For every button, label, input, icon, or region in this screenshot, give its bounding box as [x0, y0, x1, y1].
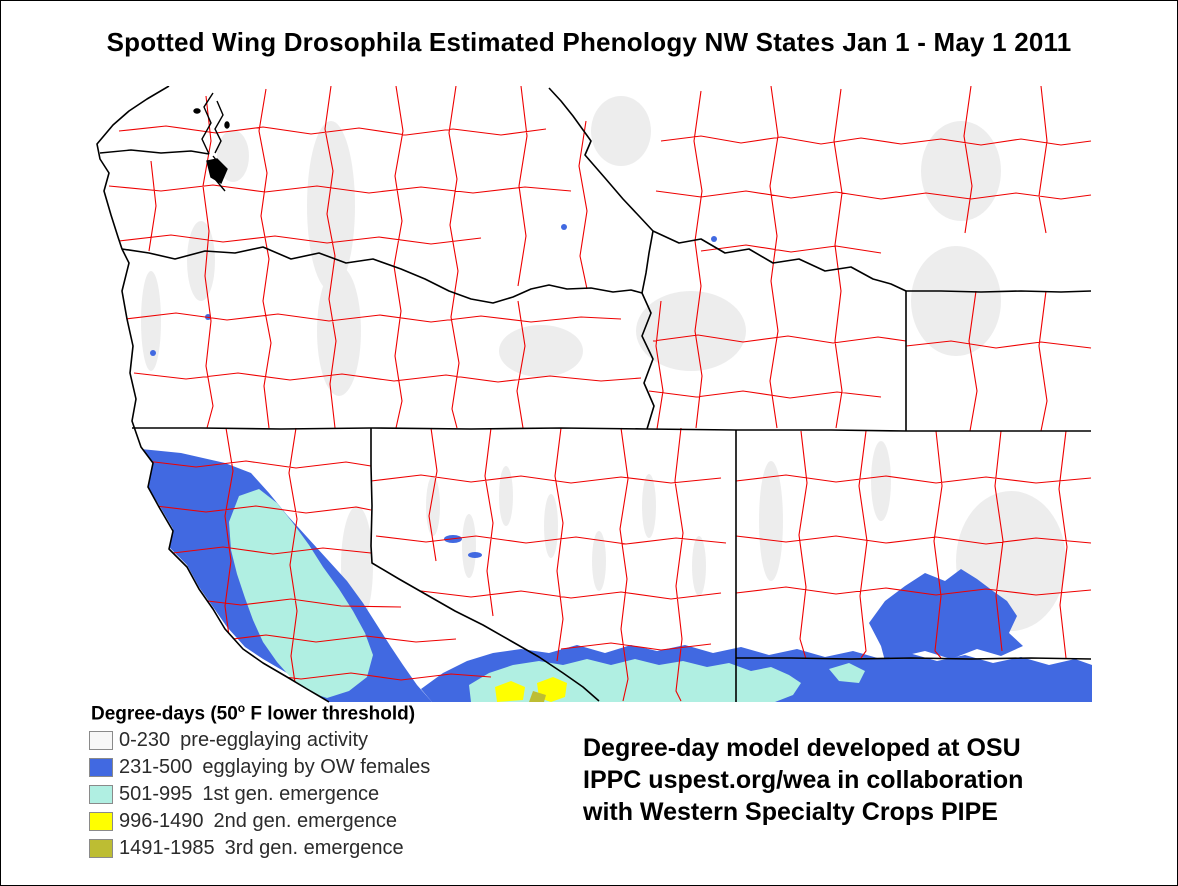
legend-range: 996-1490 [119, 810, 204, 833]
county-boundaries [108, 86, 1092, 702]
legend-item-3rd-gen: 1491-1985 3rd gen. emergence [89, 837, 430, 860]
legend-swatch [89, 731, 113, 751]
degree-symbol: o [237, 701, 246, 715]
credit-line-2: IPPC uspest.org/wea in collaboration [583, 766, 1024, 794]
border-id-mt-east [652, 230, 907, 292]
border-or-id [641, 292, 655, 430]
legend-label: 2nd gen. emergence [213, 810, 397, 833]
legend-swatch [89, 785, 113, 805]
legend-swatch [89, 839, 113, 859]
legend-title-suffix: F lower threshold) [245, 703, 416, 725]
coastline [96, 86, 330, 703]
border-id-mt [548, 87, 654, 294]
legend-item-egglaying: 231-500 egglaying by OW females [89, 756, 430, 779]
legend-label: pre-egglaying activity [180, 729, 369, 752]
region-3rd-gen-emergence [529, 691, 546, 702]
credit-line-1: Degree-day model developed at OSU [583, 734, 1021, 762]
state-boundaries [96, 86, 1092, 703]
credit-text: Degree-day model developed at OSU IPPC u… [583, 732, 1023, 828]
legend-label: 1st gen. emergence [202, 783, 380, 806]
legend: Degree-days (50o F lower threshold) 0-23… [89, 701, 430, 864]
phenology-regions [141, 224, 1092, 702]
border-mt-wy [906, 290, 1092, 293]
legend-range: 231-500 [119, 756, 193, 779]
legend-range: 1491-1985 [119, 837, 215, 860]
legend-range: 0-230 [119, 729, 171, 752]
legend-label: 3rd gen. emergence [224, 837, 404, 860]
legend-swatch [89, 758, 113, 778]
legend-item-1st-gen: 501-995 1st gen. emergence [89, 783, 430, 806]
legend-item-pre-egglaying: 0-230 pre-egglaying activity [89, 729, 430, 752]
terrain-shading [141, 96, 1066, 631]
border-42n [132, 427, 1091, 432]
border-ca-nv [370, 428, 600, 702]
legend-range: 501-995 [119, 783, 193, 806]
legend-title-prefix: Degree-days (50 [91, 703, 238, 725]
legend-label: egglaying by OW females [202, 756, 431, 779]
credit-line-3: with Western Specialty Crops PIPE [583, 798, 998, 826]
border-wa-or [121, 246, 643, 304]
legend-swatch [89, 812, 113, 832]
border-ut-az [736, 657, 1092, 660]
puget-sound [99, 92, 230, 192]
legend-item-2nd-gen: 996-1490 2nd gen. emergence [89, 810, 430, 833]
page-title: Spotted Wing Drosophila Estimated Phenol… [106, 27, 1072, 57]
legend-title: Degree-days (50o F lower threshold) [91, 701, 430, 725]
puget-sound-water [206, 158, 228, 185]
